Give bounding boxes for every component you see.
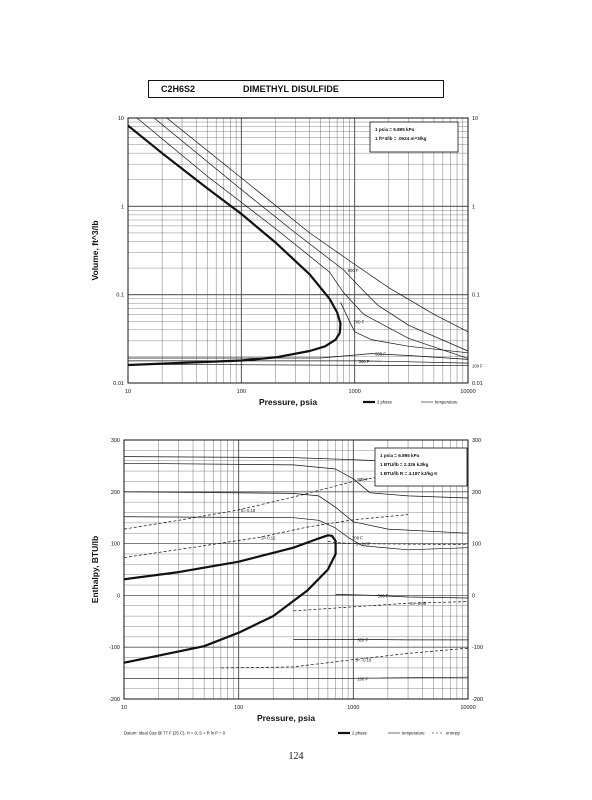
curve-label: 700 F [352, 535, 363, 540]
enthalpy-pressure-chart: 10 100 1000 10000-200-1000100200300-200-100… [90, 438, 483, 736]
curve-label: 800 F [348, 268, 359, 273]
legend-label: 2 phase [377, 400, 393, 405]
unit-conversion-text: 1 psia = 6.895 kPa [375, 127, 415, 132]
y-tick-label: 0 [117, 593, 120, 599]
x-tick-label: 1000 [347, 705, 359, 711]
y-tick-label-right: -100 [472, 645, 483, 651]
isotherm-curve [340, 302, 469, 354]
chart-labels: 10 100 1000 100000.010.11100.010.1110Pressu… [90, 116, 483, 407]
curve-label: 300 F [357, 637, 368, 642]
y-tick-label-right: 0.1 [472, 293, 480, 299]
isotherm-curve [166, 117, 469, 333]
x-tick-label: 100 [237, 389, 246, 395]
legend-label: temperature [402, 731, 425, 736]
datum-note: Datum: Ideal Gas @ 77 F (25 C), H = 0, S… [124, 731, 226, 736]
curve-label: S= -0.18 [355, 658, 372, 663]
unit-conversion-text: 1 BTU/lb = 2.326 kJ/kg [380, 462, 429, 467]
unit-conversion-text: 1 BTU/lb R = 4.187 kJ/kg K [380, 471, 438, 476]
y-tick-label: 10 [118, 116, 124, 122]
curve-label: 100 F [472, 364, 483, 369]
y-tick-label: 200 [111, 490, 120, 496]
y-tick-label: 0.1 [116, 293, 124, 299]
y-tick-label-right: 100 [472, 542, 481, 548]
curve-label: S= 0.12 [261, 535, 276, 540]
two-phase-curve [123, 534, 337, 664]
x-tick-label: 10 [121, 705, 127, 711]
y-tick-label-right: -200 [472, 697, 483, 703]
isotherm-curve [123, 516, 469, 551]
chart-title-box: C2H6S2 DIMETHYL DISULFIDE [148, 80, 444, 98]
isentrope-curve [293, 601, 469, 612]
plot-frame [123, 439, 469, 700]
curve-label: S= 0.18 [241, 508, 256, 513]
unit-conversion-box [369, 121, 459, 153]
curve-label: 300 F [359, 359, 370, 364]
y-axis-label: Enthalpy, BTU/lb [90, 536, 100, 603]
x-tick-label: 100 [234, 705, 243, 711]
chart-labels: 10 100 1000 10000-200-1000100200300-200-100… [90, 438, 483, 736]
x-tick-label: 10000 [460, 705, 475, 711]
x-tick-label: 10 [125, 389, 131, 395]
isotherm-curve [128, 360, 469, 364]
legend-label: temperature [435, 400, 458, 405]
isotherm-curve [128, 353, 469, 360]
x-axis-label: Pressure, psia [259, 397, 317, 407]
unit-conversion-text: 1 ft^3/lb = .0624 m^3/kg [375, 136, 427, 141]
y-tick-label: -100 [109, 645, 120, 651]
curve-label: 700 F [353, 319, 364, 324]
y-tick-label-right: 0 [472, 593, 475, 599]
isotherm-curve [293, 639, 468, 641]
unit-conversion-text: 1 psia = 6.895 kPa [380, 453, 420, 458]
chart-curves [123, 456, 469, 679]
x-axis-label: Pressure, psia [257, 713, 315, 723]
isentrope-curve [327, 541, 469, 545]
y-tick-label: 300 [111, 438, 120, 444]
page-number: 124 [288, 751, 304, 762]
y-axis-label: Volume, ft^3/lb [90, 220, 100, 280]
x-tick-label: 1000 [349, 389, 361, 395]
curve-label: 500 F [375, 352, 386, 357]
y-tick-label-right: 0.01 [472, 381, 483, 387]
legend-label: 2 phase [352, 731, 368, 736]
compound-formula: C2H6S2 [161, 84, 196, 94]
isotherm-curve [123, 462, 469, 499]
y-tick-label: 100 [111, 542, 120, 548]
y-tick-label: 0.01 [113, 381, 124, 387]
curve-label: S= 0.07 [355, 542, 370, 547]
chart-grid [127, 117, 469, 384]
isotherm-curve [335, 594, 469, 599]
isotherm-curve [123, 491, 469, 534]
compound-name: DIMETHYL DISULFIDE [243, 84, 339, 94]
legend-label: entropy [446, 731, 461, 736]
y-tick-label-right: 300 [472, 438, 481, 444]
isotherm-curve [136, 117, 469, 359]
two-phase-curve [127, 124, 342, 367]
y-tick-label: 1 [121, 204, 124, 210]
y-tick-label-right: 1 [472, 204, 475, 210]
isentrope-curve [220, 647, 469, 669]
volume-pressure-chart: 10 100 1000 100000.010.11100.010.1110Pressu… [90, 116, 483, 407]
isotherm-curve [127, 363, 469, 367]
isentrope-curve [123, 466, 469, 530]
unit-conversion-box [374, 447, 468, 487]
y-tick-label: -200 [109, 697, 120, 703]
curve-label: 100 F [357, 676, 368, 681]
isotherm-curve [153, 117, 469, 352]
curve-label: 500 F [378, 593, 389, 598]
curve-label: S= -0.05 [410, 601, 427, 606]
chart-curves [127, 117, 469, 367]
y-tick-label-right: 200 [472, 490, 481, 496]
isentrope-curve [123, 514, 409, 558]
plot-frame [127, 117, 469, 384]
y-tick-label-right: 10 [472, 116, 478, 122]
x-tick-label: 10000 [460, 389, 475, 395]
curve-label: 800 F [357, 477, 368, 482]
isotherm-curve [124, 676, 469, 679]
